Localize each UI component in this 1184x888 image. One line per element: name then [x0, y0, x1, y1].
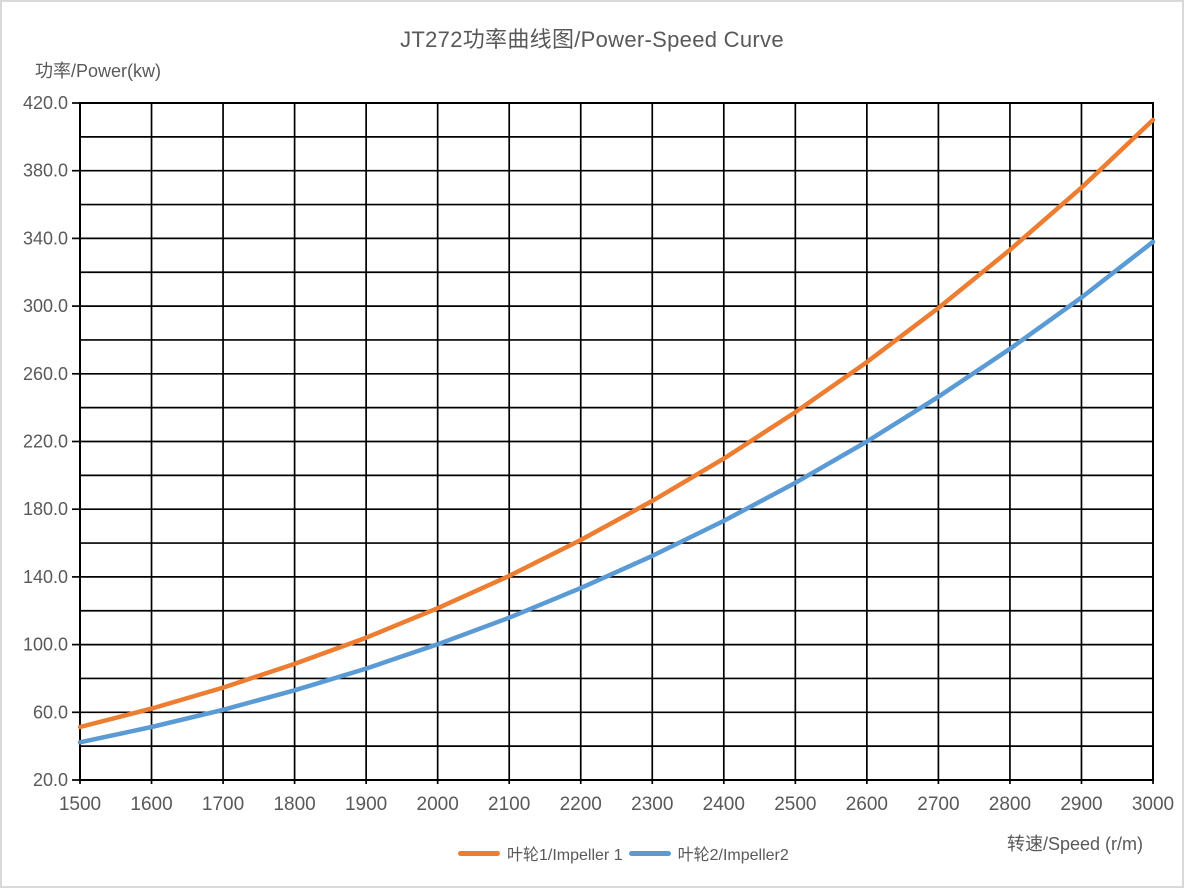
- axis-tick-labels: 20.0 60.0 100.0 140.0 180.0 220.0 260.0 300.0 34…: [23, 93, 1174, 815]
- x-tick-label: 1600: [130, 794, 172, 815]
- y-axis-title: 功率/Power(kw): [35, 61, 162, 81]
- y-tick-label: 20.0: [33, 770, 68, 790]
- x-tick-label: 2000: [417, 794, 459, 815]
- x-tick-label: 2900: [1060, 794, 1102, 815]
- x-tick-label: 2700: [917, 794, 959, 815]
- legend-label-1: 叶轮1/Impeller 1: [507, 847, 623, 864]
- x-tick-label: 2600: [846, 794, 888, 815]
- series-line-2: [77, 239, 1156, 745]
- x-tick-label: 1700: [202, 794, 244, 815]
- y-tick-label: 380.0: [23, 161, 68, 181]
- y-tick-label: 180.0: [23, 499, 68, 519]
- legend-label-2: 叶轮2/Impeller2: [677, 847, 789, 864]
- y-tick-label: 340.0: [23, 228, 68, 248]
- x-tick-label: 1800: [273, 794, 315, 815]
- legend-swatch-1: [458, 850, 500, 856]
- x-tick-label: 2300: [631, 794, 673, 815]
- x-tick-label: 1500: [59, 794, 101, 815]
- legend-item-2: 叶轮2/Impeller2: [628, 841, 789, 865]
- y-tick-label: 220.0: [23, 432, 68, 452]
- legend-swatch-2: [628, 850, 671, 856]
- legend-item-1: 叶轮1/Impeller 1: [458, 841, 623, 865]
- x-tick-label: 1900: [345, 794, 387, 815]
- y-tick-label: 140.0: [23, 567, 68, 587]
- y-tick-label: 100.0: [23, 635, 68, 655]
- axis-ticks: [72, 102, 1154, 784]
- x-tick-label: 2800: [989, 794, 1031, 815]
- gridlines: [80, 103, 1153, 780]
- y-tick-label: 420.0: [23, 93, 68, 113]
- y-tick-label: 60.0: [33, 702, 68, 722]
- x-axis-title: 转速/Speed (r/m): [1006, 834, 1143, 854]
- x-tick-label: 2500: [774, 794, 816, 815]
- plot-border: [79, 102, 1154, 781]
- y-tick-label: 260.0: [23, 364, 68, 384]
- chart-title: JT272功率曲线图/Power-Speed Curve: [400, 27, 784, 52]
- y-tick-label: 300.0: [23, 296, 68, 316]
- x-tick-label: 2400: [703, 794, 745, 815]
- x-tick-label: 3000: [1132, 794, 1174, 815]
- series-line-1: [77, 117, 1156, 730]
- x-tick-label: 2200: [560, 794, 602, 815]
- legend: 叶轮1/Impeller 1 叶轮2/Impeller2: [458, 841, 795, 865]
- x-tick-label: 2100: [488, 794, 530, 815]
